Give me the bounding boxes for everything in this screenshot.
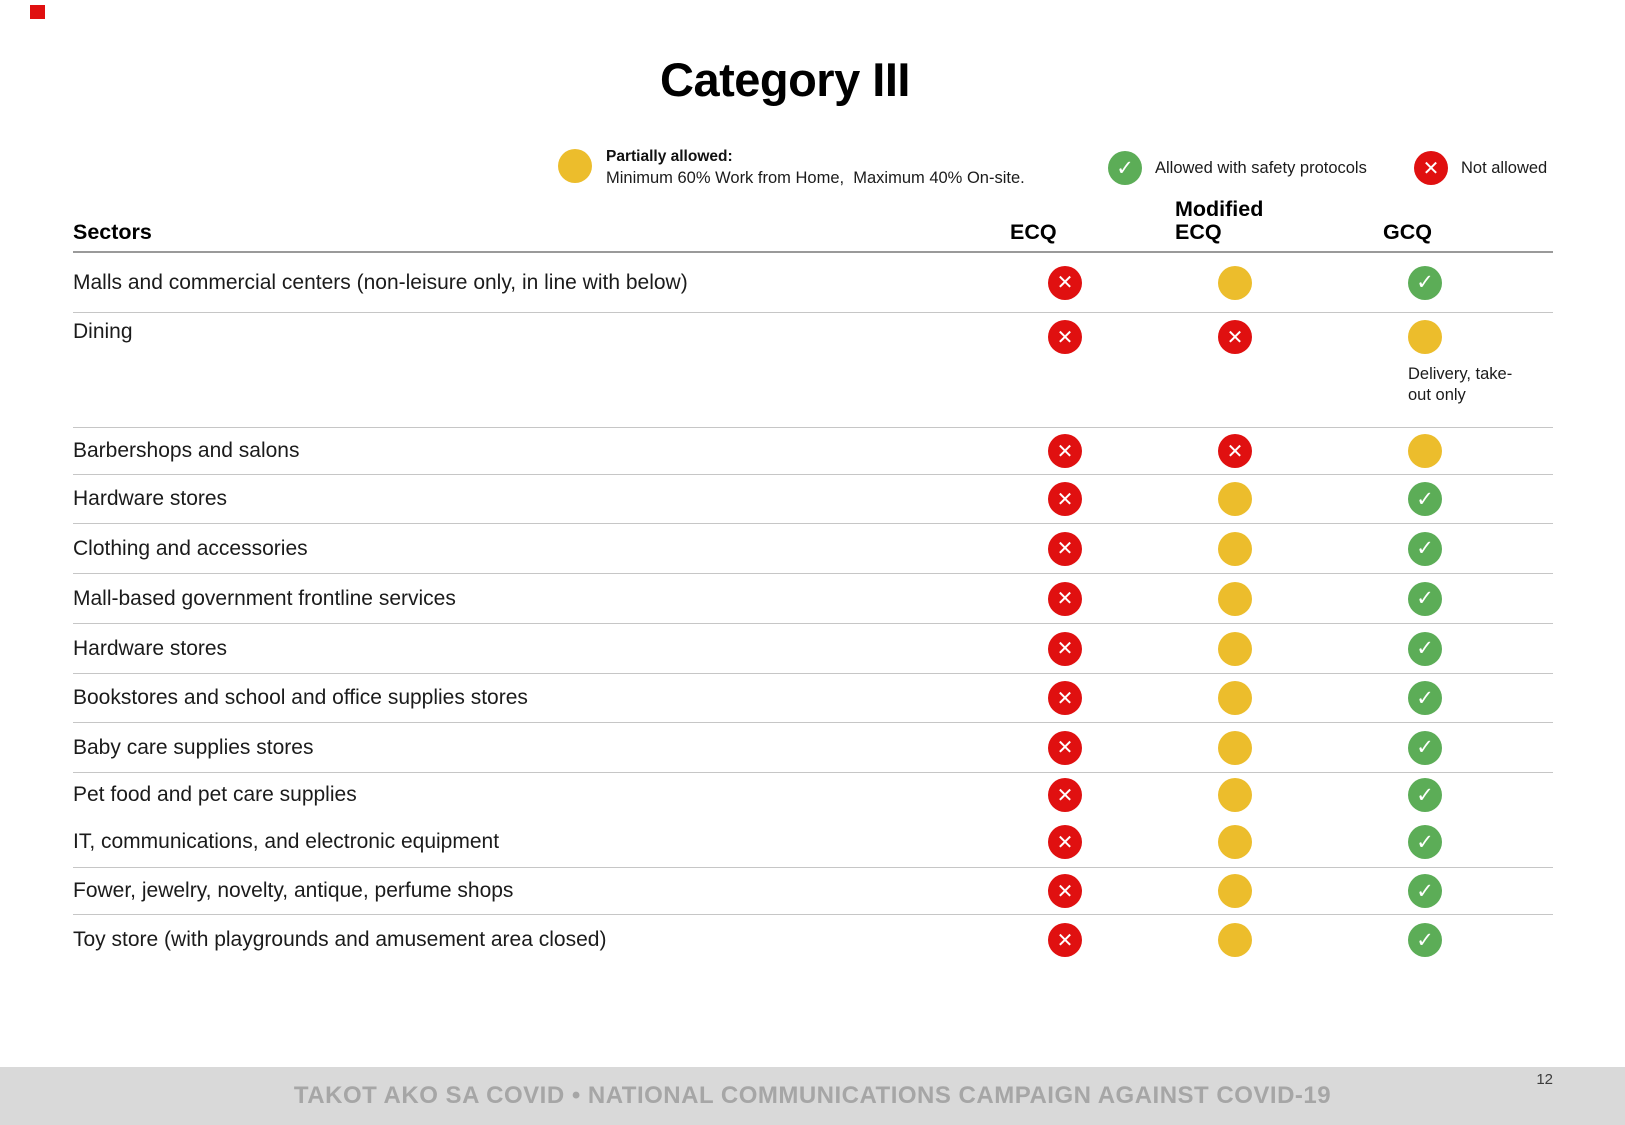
not-allowed-icon — [1048, 778, 1082, 812]
footer-bar: TAKOT AKO SA COVID • NATIONAL COMMUNICAT… — [0, 1067, 1625, 1125]
table-row: Baby care supplies stores — [73, 723, 1553, 773]
sector-label: Clothing and accessories — [73, 536, 308, 560]
column-header-ecq: ECQ — [1010, 219, 1057, 244]
table-row: Hardware stores — [73, 624, 1553, 674]
not-allowed-icon — [1048, 531, 1082, 566]
legend-partial-description: Minimum 60% Work from Home, Maximum 40% … — [606, 169, 1025, 188]
not-allowed-icon — [1048, 320, 1082, 354]
allowed-check-icon — [1108, 151, 1142, 185]
not-allowed-icon — [1048, 581, 1082, 616]
not-allowed-icon — [1048, 265, 1082, 300]
table-row: Dining Delivery, take-out only — [73, 313, 1553, 428]
sector-label: Malls and commercial centers (non-leisur… — [73, 270, 688, 294]
sector-label: Mall-based government frontline services — [73, 586, 456, 610]
not-allowed-icon — [1048, 681, 1082, 715]
partial-icon — [1218, 681, 1252, 715]
sector-label: Hardware stores — [73, 636, 228, 660]
sector-label: IT, communications, and electronic equip… — [73, 830, 500, 853]
partial-icon — [1218, 265, 1252, 300]
allowed-check-icon — [1408, 631, 1442, 666]
page-number: 12 — [1536, 1071, 1553, 1088]
sector-label: Toy store (with playgrounds and amusemen… — [73, 928, 607, 951]
not-allowed-icon — [1048, 923, 1082, 957]
allowed-check-icon — [1408, 482, 1442, 516]
partial-icon — [1408, 320, 1442, 354]
allowed-check-icon — [1408, 531, 1442, 566]
table-row: Barbershops and salons — [73, 428, 1553, 475]
table-row: Toy store (with playgrounds and amusemen… — [73, 915, 1553, 965]
column-header-modified-ecq: Modified ECQ — [1150, 196, 1320, 244]
legend-not-allowed: Not allowed — [1414, 151, 1547, 185]
partial-icon — [1218, 730, 1252, 765]
partial-icon — [1218, 531, 1252, 566]
partial-icon — [1218, 825, 1252, 859]
page-title: Category III — [660, 53, 910, 106]
partial-icon — [1408, 434, 1442, 468]
sectors-table: Sectors ECQ Modified ECQ GCQ Malls and c… — [73, 193, 1553, 965]
column-header-sectors: Sectors — [73, 219, 152, 244]
allowed-check-icon — [1408, 730, 1442, 765]
sector-label: Fower, jewelry, novelty, antique, perfum… — [73, 879, 514, 902]
table-row: IT, communications, and electronic equip… — [73, 817, 1553, 868]
partial-icon — [1218, 923, 1252, 957]
partial-icon — [1218, 482, 1252, 516]
allowed-check-icon — [1408, 581, 1442, 616]
sector-label: Baby care supplies stores — [73, 735, 314, 759]
table-row: Pet food and pet care supplies — [73, 773, 1553, 817]
sector-label: Dining — [73, 320, 133, 343]
corner-logo-mark — [30, 5, 45, 19]
column-header-modified-ecq-label: Modified ECQ — [1175, 196, 1264, 244]
not-allowed-icon — [1218, 434, 1252, 468]
table-row: Malls and commercial centers (non-leisur… — [73, 253, 1553, 313]
not-allowed-icon — [1048, 825, 1082, 859]
allowed-check-icon — [1408, 874, 1442, 908]
gcq-cell: Delivery, take-out only — [1320, 320, 1530, 406]
legend-partial-text: Partially allowed: Minimum 60% Work from… — [606, 147, 1025, 189]
table-header-row: Sectors ECQ Modified ECQ GCQ — [73, 193, 1553, 253]
table-row: Mall-based government frontline services — [73, 574, 1553, 624]
allowed-check-icon — [1408, 923, 1442, 957]
allowed-check-icon — [1408, 825, 1442, 859]
allowed-check-icon — [1408, 265, 1442, 300]
partial-icon — [1218, 631, 1252, 666]
footer-campaign-text: TAKOT AKO SA COVID • NATIONAL COMMUNICAT… — [293, 1082, 1332, 1109]
not-allowed-icon — [1048, 434, 1082, 468]
legend-partial-title: Partially allowed: — [606, 148, 733, 165]
legend-partially-allowed: Partially allowed: Minimum 60% Work from… — [558, 147, 1025, 189]
not-allowed-icon — [1048, 730, 1082, 765]
not-allowed-icon — [1048, 631, 1082, 666]
not-allowed-icon — [1414, 151, 1448, 185]
gcq-note: Delivery, take-out only — [1408, 365, 1513, 405]
column-header-gcq: GCQ — [1383, 219, 1432, 244]
table-row: Fower, jewelry, novelty, antique, perfum… — [73, 868, 1553, 915]
partial-icon — [1218, 778, 1252, 812]
not-allowed-icon — [1048, 482, 1082, 516]
table-row: Clothing and accessories — [73, 524, 1553, 574]
legend-allowed-label: Allowed with safety protocols — [1155, 158, 1367, 177]
not-allowed-icon — [1048, 874, 1082, 908]
legend-not-allowed-label: Not allowed — [1461, 158, 1548, 177]
partial-icon — [1218, 874, 1252, 908]
sector-label: Hardware stores — [73, 487, 228, 510]
sector-label: Barbershops and salons — [73, 439, 300, 462]
legend-allowed: Allowed with safety protocols — [1108, 151, 1367, 185]
sector-label: Bookstores and school and office supplie… — [73, 686, 528, 709]
sector-label: Pet food and pet care supplies — [73, 783, 357, 806]
partial-icon — [558, 149, 592, 183]
partial-icon — [1218, 581, 1252, 616]
not-allowed-icon — [1218, 320, 1252, 354]
table-row: Hardware stores — [73, 475, 1553, 524]
table-row: Bookstores and school and office supplie… — [73, 674, 1553, 723]
allowed-check-icon — [1408, 681, 1442, 715]
allowed-check-icon — [1408, 778, 1442, 812]
